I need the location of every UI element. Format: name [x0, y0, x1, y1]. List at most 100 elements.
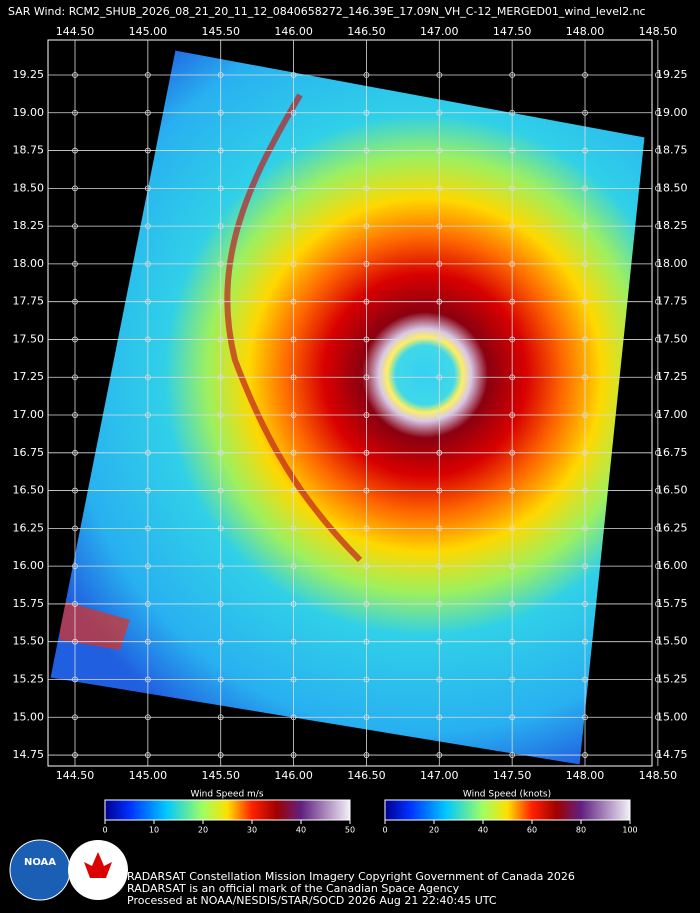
grid-node — [72, 714, 78, 721]
swath-edge — [49, 49, 646, 766]
lon-label: 146.50 — [347, 769, 386, 782]
grid-node — [654, 412, 661, 418]
lat-label: 16.75 — [13, 446, 45, 459]
grid-node — [72, 109, 78, 116]
grid-node — [144, 298, 151, 305]
grid-node — [72, 752, 78, 758]
grid-node — [144, 336, 151, 343]
colorbar-tick-label: 20 — [198, 826, 208, 835]
grid-node — [582, 412, 588, 418]
grid-node — [217, 336, 224, 343]
lon-label: 147.00 — [420, 769, 459, 782]
grid-node — [363, 676, 370, 683]
lon-label: 145.50 — [201, 769, 240, 782]
grid-node — [436, 752, 443, 758]
grid-node — [144, 563, 151, 570]
lat-label: 18.50 — [13, 181, 45, 194]
colorbar-tick-label: 40 — [478, 826, 488, 835]
grid-node — [72, 72, 78, 78]
grid-node — [217, 185, 224, 192]
grid-node — [363, 638, 370, 645]
grid-node — [363, 714, 370, 721]
grid-node — [144, 147, 151, 154]
lat-label: 14.75 — [656, 748, 688, 761]
grid-node — [217, 412, 224, 418]
grid-node — [654, 147, 661, 154]
grid-node — [363, 147, 370, 154]
lat-label: 16.00 — [656, 559, 688, 572]
grid-node — [436, 638, 443, 645]
lon-label: 145.00 — [129, 25, 168, 38]
grid-node — [582, 147, 588, 154]
lat-label: 15.50 — [13, 635, 45, 648]
grid-node — [654, 714, 661, 721]
lat-label: 19.00 — [13, 106, 45, 119]
lat-label: 16.25 — [13, 521, 45, 534]
grid-node — [72, 260, 78, 267]
lat-label: 18.25 — [656, 219, 688, 232]
grid-node — [290, 412, 297, 418]
lon-label: 145.50 — [201, 25, 240, 38]
grid-node — [582, 525, 588, 532]
colorbar-tick-label: 30 — [247, 826, 257, 835]
grid-node — [217, 714, 224, 721]
grid-node — [654, 525, 661, 532]
grid-node — [217, 601, 224, 607]
grid-node — [654, 563, 661, 570]
grid-node — [290, 601, 297, 607]
grid-node — [290, 449, 297, 456]
grid-node — [290, 374, 297, 381]
lon-label: 144.50 — [56, 769, 95, 782]
grid-node — [72, 525, 78, 532]
grid-node — [72, 336, 78, 343]
grid-node — [436, 72, 443, 78]
colorbar-tick-label: 50 — [345, 826, 355, 835]
lat-label: 17.00 — [13, 408, 45, 421]
grid-node — [436, 374, 443, 381]
colorbar-tick-label: 80 — [576, 826, 586, 835]
colorbar-tick-label: 10 — [149, 826, 159, 835]
grid-node — [582, 752, 588, 758]
lat-label: 18.25 — [13, 219, 45, 232]
grid-node — [72, 676, 78, 683]
lat-label: 16.25 — [656, 521, 688, 534]
grid-node — [290, 638, 297, 645]
colorbar-tick-label: 100 — [622, 826, 637, 835]
footer-line: RADARSAT Constellation Mission Imagery C… — [127, 870, 575, 883]
grid-node — [509, 752, 516, 758]
grid-node — [144, 185, 151, 192]
grid-node — [509, 185, 516, 192]
grid-node — [363, 336, 370, 343]
grid-node — [582, 72, 588, 78]
lon-label: 146.50 — [347, 25, 386, 38]
grid-node — [436, 525, 443, 532]
lon-label: 148.50 — [639, 769, 678, 782]
grid-node — [144, 449, 151, 456]
lat-label: 15.75 — [13, 597, 45, 610]
grid-node — [509, 676, 516, 683]
grid-node — [217, 147, 224, 154]
lon-label: 148.00 — [566, 25, 605, 38]
grid-node — [582, 487, 588, 494]
grid-node — [509, 525, 516, 532]
grid-node — [436, 676, 443, 683]
grid-node — [144, 676, 151, 683]
footer-line: RADARSAT is an official mark of the Cana… — [127, 882, 460, 895]
grid-node — [654, 638, 661, 645]
lat-label: 17.25 — [13, 370, 45, 383]
lon-label: 147.50 — [493, 25, 532, 38]
grid-node — [654, 676, 661, 683]
lon-label: 147.00 — [420, 25, 459, 38]
grid-node — [509, 374, 516, 381]
grid-node — [436, 109, 443, 116]
grid-node — [72, 185, 78, 192]
lat-label: 16.50 — [656, 484, 688, 497]
lat-label: 19.25 — [656, 68, 688, 81]
grid-node — [217, 752, 224, 758]
grid-node — [72, 638, 78, 645]
colorbar-knots — [384, 799, 631, 821]
grid-node — [509, 147, 516, 154]
lat-label: 15.25 — [13, 672, 45, 685]
grid-node — [290, 714, 297, 721]
grid-node — [217, 676, 224, 683]
